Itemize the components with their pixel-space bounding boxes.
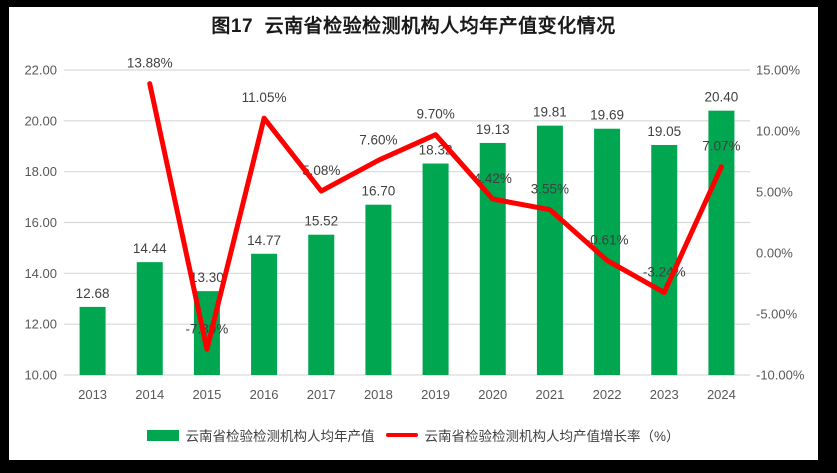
bar-value-label: 15.52 (304, 214, 338, 229)
bar-value-label: 14.44 (133, 241, 167, 256)
chart-background (9, 7, 818, 460)
bar-value-label: 12.68 (76, 286, 110, 301)
bar (536, 125, 563, 375)
x-axis-label: 2017 (307, 387, 336, 402)
bar (422, 163, 449, 375)
bar (365, 204, 392, 375)
bar (251, 253, 278, 375)
left-axis-tick: 10.00 (24, 368, 57, 383)
left-axis-tick: 18.00 (24, 164, 57, 179)
line-value-label: 9.70% (416, 107, 454, 122)
x-axis-label: 2014 (135, 387, 164, 402)
legend: 云南省检验检测机构人均年产值 云南省检验检测机构人均产值增长率（%） (9, 423, 818, 447)
line-value-label: -3.24% (643, 265, 686, 280)
bar (479, 142, 506, 375)
bar-series-swatch (147, 429, 180, 441)
left-axis-tick: 20.00 (24, 113, 57, 128)
line-value-label: 3.55% (531, 182, 569, 197)
bar (79, 306, 106, 375)
legend-item-bar: 云南省检验检测机构人均年产值 (147, 425, 374, 445)
left-axis-tick: 14.00 (24, 266, 57, 281)
right-axis-tick: -5.00% (756, 307, 798, 322)
bar-value-label: 19.69 (590, 108, 624, 123)
bar (651, 144, 678, 375)
right-axis-tick: 5.00% (756, 185, 793, 200)
left-axis-tick: 22.00 (24, 63, 57, 78)
x-axis-label: 2019 (421, 387, 450, 402)
line-value-label: -7.89% (186, 321, 229, 336)
line-series-swatch (386, 433, 419, 437)
line-value-label: -0.61% (586, 232, 629, 247)
line-value-label: 13.88% (127, 56, 173, 71)
growth-line (147, 81, 724, 352)
x-axis-label: 2022 (593, 387, 622, 402)
x-axis-label: 2020 (478, 387, 507, 402)
bar (136, 262, 163, 375)
bar-value-label: 20.40 (705, 90, 739, 105)
x-axis-label: 2013 (78, 387, 107, 402)
legend-item-line: 云南省检验检测机构人均产值增长率（%） (386, 425, 680, 445)
right-axis-tick: 0.00% (756, 246, 793, 261)
bar-value-label: 19.13 (476, 122, 510, 137)
bar-value-label: 19.81 (533, 105, 567, 120)
bar-value-label: 14.77 (247, 233, 281, 248)
line-value-label: 4.42% (474, 171, 512, 186)
x-axis-label: 2015 (192, 387, 221, 402)
line-value-label: 11.05% (242, 90, 287, 105)
line-value-label: 7.60% (359, 132, 397, 147)
left-axis-tick: 16.00 (24, 215, 57, 230)
bar-value-label: 13.30 (190, 270, 224, 285)
line-series-label: 云南省检验检测机构人均产值增长率（%） (424, 429, 680, 444)
bar (708, 110, 735, 376)
bar (308, 234, 335, 375)
x-axis-label: 2016 (250, 387, 279, 402)
x-axis-label: 2018 (364, 387, 393, 402)
x-axis-label: 2023 (650, 387, 679, 402)
x-axis-label: 2021 (535, 387, 564, 402)
left-axis-tick: 12.00 (24, 317, 57, 332)
chart-title: 图17 云南省检验检测机构人均年产值变化情况 (211, 16, 616, 37)
right-axis-tick: -10.00% (756, 368, 805, 383)
line-value-label: 7.07% (702, 139, 740, 154)
line-value-label: 5.08% (302, 163, 340, 178)
x-axis-label: 2024 (707, 387, 736, 402)
right-axis-tick: 15.00% (756, 63, 801, 78)
right-axis-tick: 10.00% (756, 124, 801, 139)
bar-value-label: 19.05 (647, 124, 681, 139)
bar-series-label: 云南省检验检测机构人均年产值 (185, 429, 375, 444)
bar-value-label: 16.70 (362, 184, 396, 199)
